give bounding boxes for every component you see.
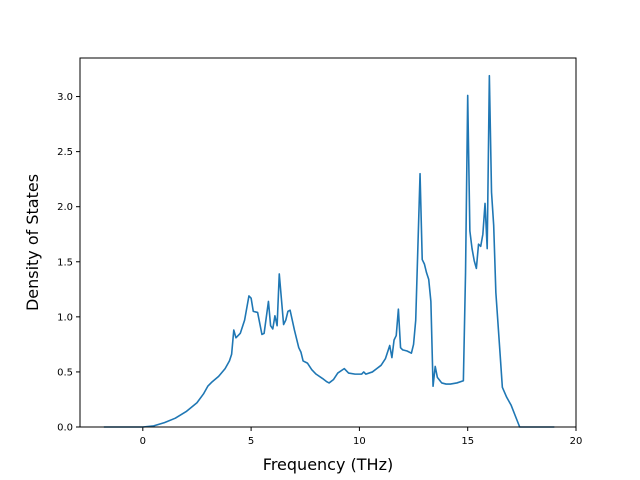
ticks-layer: 0 5 10 15 20 0.0 0.5 1.0 1.5 2.0 2.5 3.0	[57, 92, 582, 447]
series-layer	[103, 74, 555, 428]
x-axis-label: Frequency (THz)	[263, 455, 393, 474]
x-tick-label: 10	[353, 436, 366, 447]
y-tick-label: 1.0	[57, 312, 73, 323]
dos-series-line	[103, 74, 555, 428]
x-tick-label: 15	[461, 436, 474, 447]
y-axis-label: Density of States	[23, 174, 42, 311]
x-tick-label: 5	[248, 436, 254, 447]
y-tick-label: 2.0	[57, 202, 73, 213]
x-tick-label: 0	[140, 436, 146, 447]
y-tick-label: 1.5	[57, 257, 73, 268]
x-tick-label: 20	[570, 436, 583, 447]
y-tick-label: 3.0	[57, 92, 73, 103]
y-tick-label: 0.5	[57, 367, 73, 378]
y-tick-label: 0.0	[57, 423, 73, 434]
y-tick-label: 2.5	[57, 147, 73, 158]
plot-frame	[79, 57, 577, 428]
